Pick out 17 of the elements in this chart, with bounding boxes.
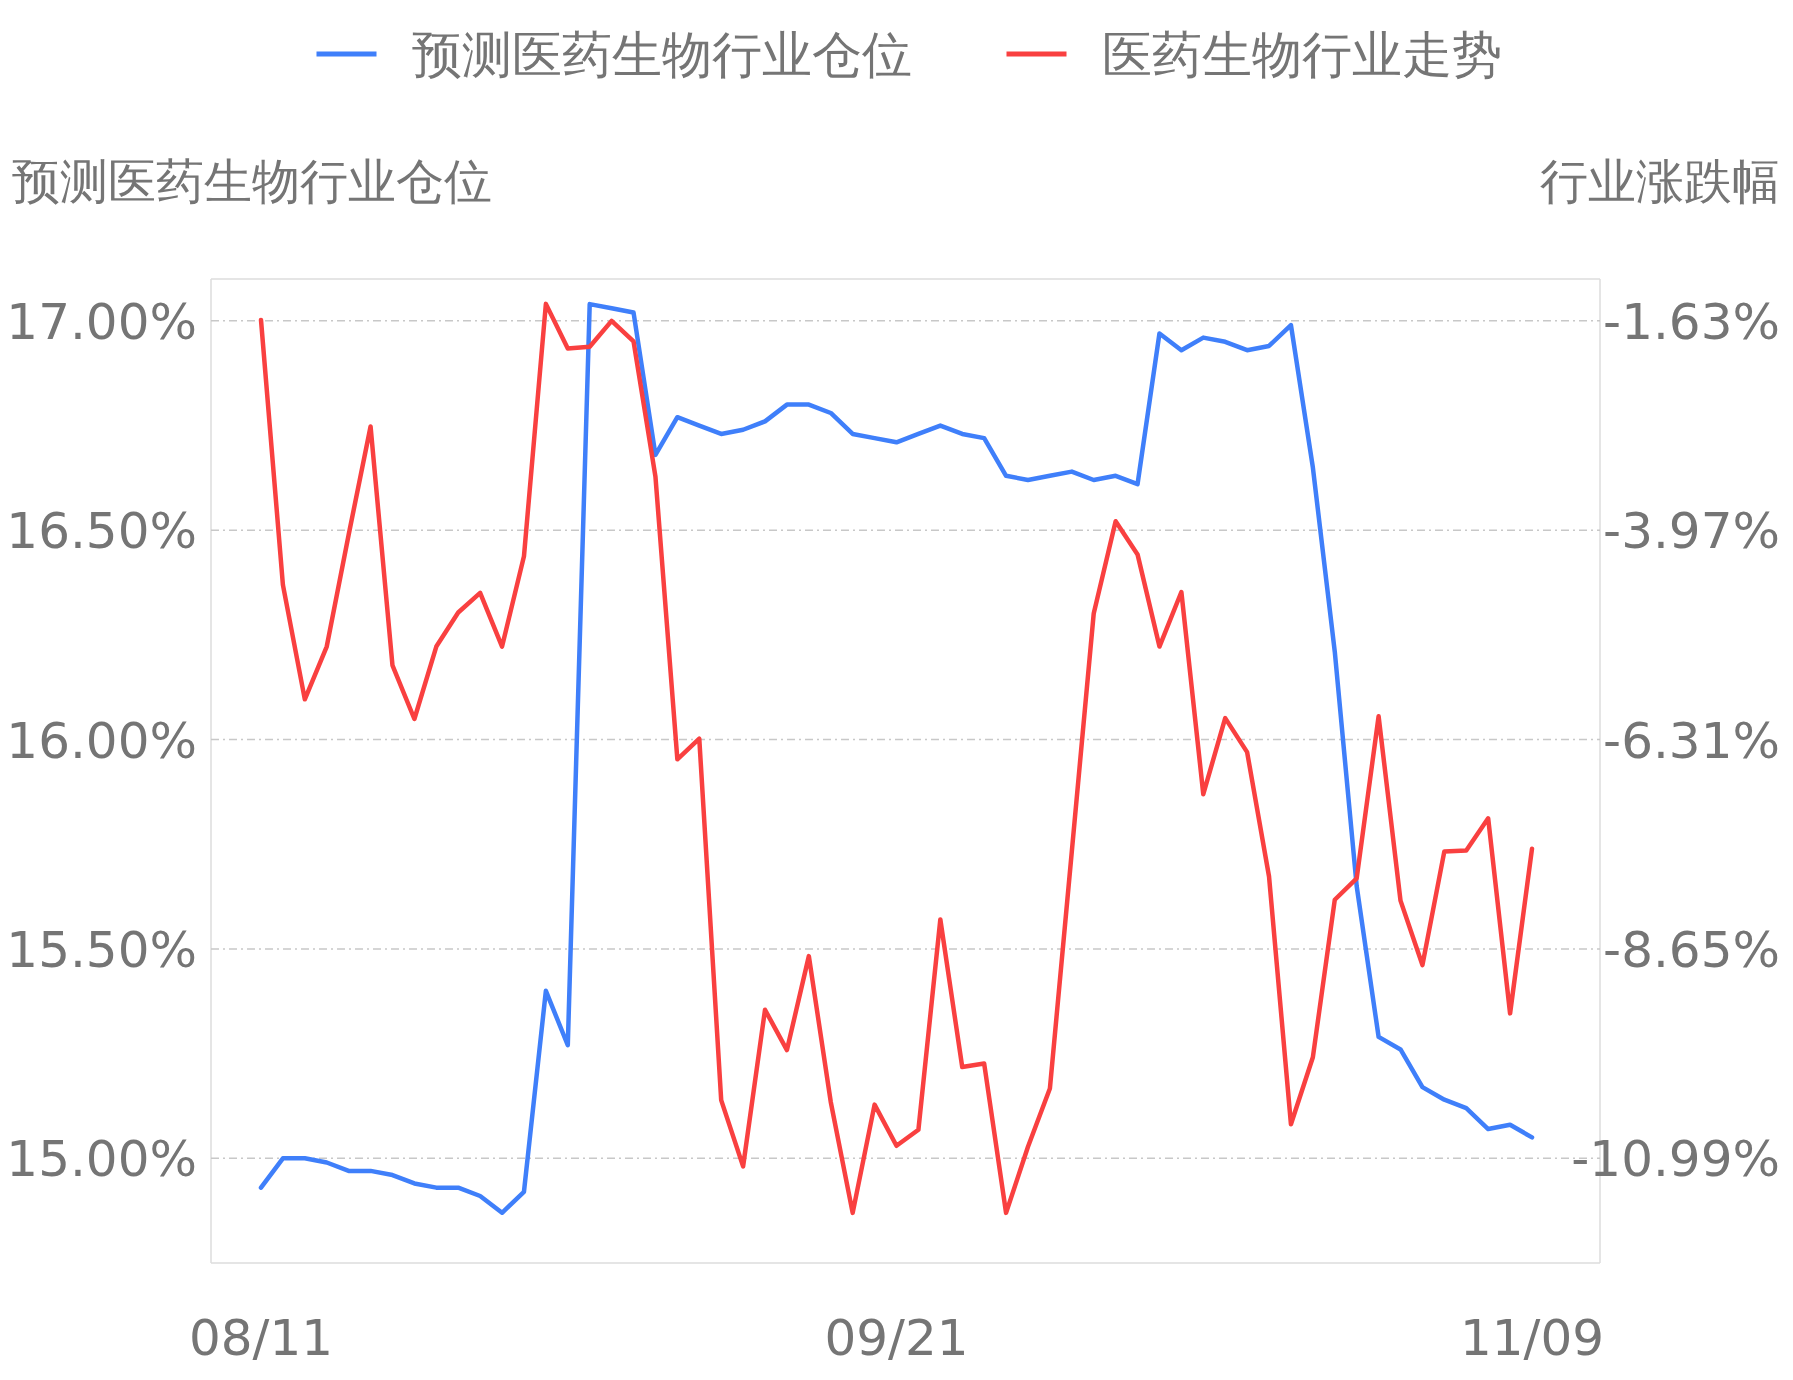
y2-tick-label: -3.97% xyxy=(1603,502,1780,561)
y-tick-label: 16.50% xyxy=(6,502,197,561)
y2-tick-label: -8.65% xyxy=(1603,920,1780,979)
y-tick-label: 15.50% xyxy=(6,920,197,979)
y2-axis-title: 行业涨跌幅 xyxy=(1540,153,1780,209)
x-tick-label: 09/21 xyxy=(824,1309,969,1367)
legend-label: 预测医药生物行业仓位 xyxy=(411,26,912,84)
y-axis-title: 预测医药生物行业仓位 xyxy=(12,153,492,209)
y2-tick-label: -10.99% xyxy=(1571,1130,1780,1189)
y-tick-label: 15.00% xyxy=(6,1130,197,1189)
y-tick-label: 17.00% xyxy=(6,292,197,351)
x-tick-label: 11/09 xyxy=(1459,1309,1605,1367)
legend-label: 医药生物行业走势 xyxy=(1101,26,1502,84)
y-tick-label: 16.00% xyxy=(6,711,197,770)
x-tick-label: 08/11 xyxy=(188,1309,334,1367)
y2-tick-label: -6.31% xyxy=(1603,711,1780,770)
y2-tick-label: -1.63% xyxy=(1603,292,1780,351)
